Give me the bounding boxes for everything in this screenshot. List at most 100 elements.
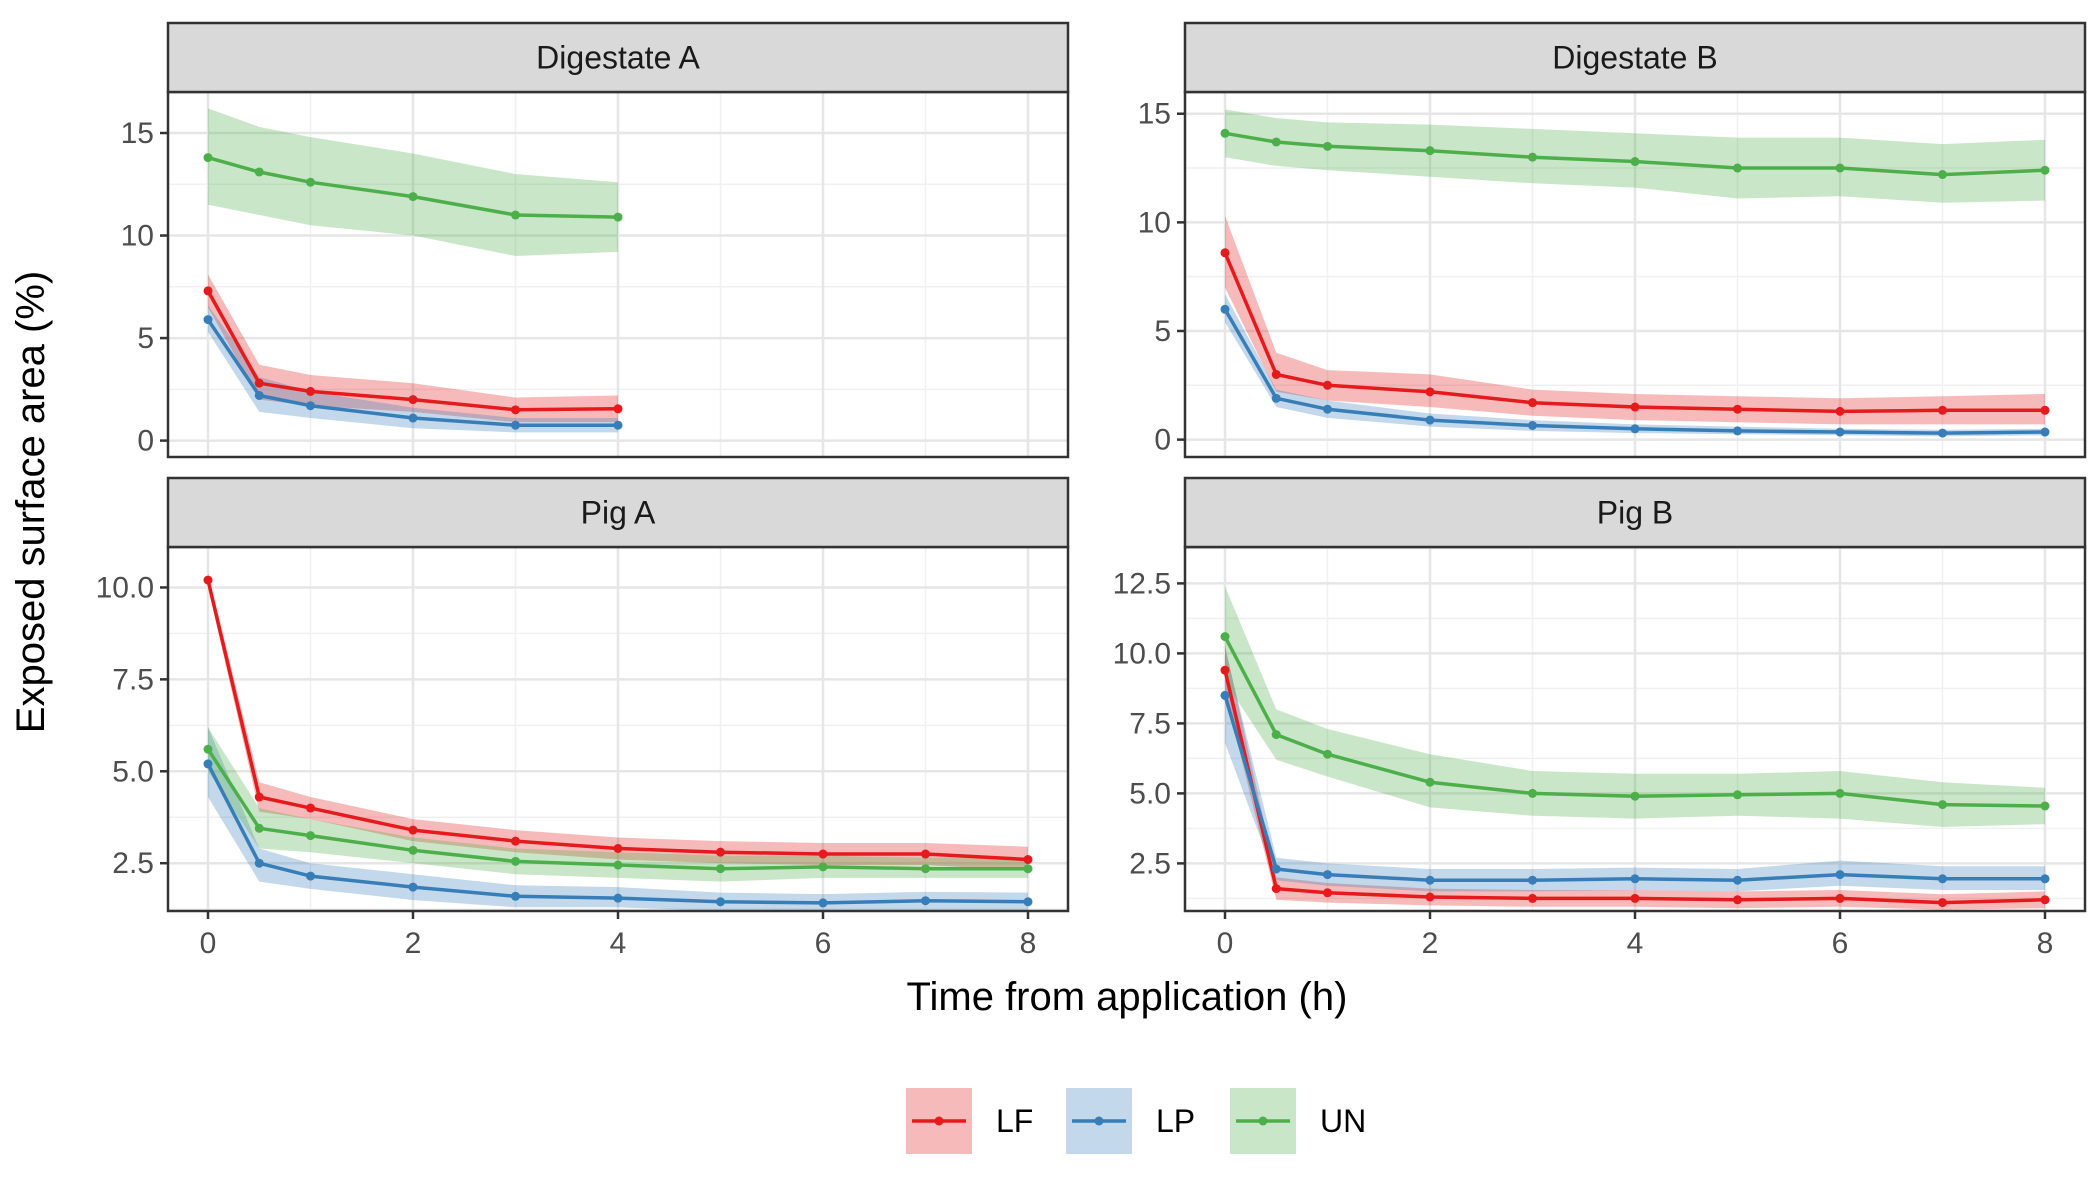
y-tick-label: 15 xyxy=(121,117,154,150)
y-tick-label: 2.5 xyxy=(1129,847,1171,880)
panel-pig-a: Pig A 2.5 5.0 7.5 10.0 0 2 4 6 8 xyxy=(96,476,1070,960)
data-point-lf xyxy=(1220,665,1230,675)
legend-item-lf: LF xyxy=(906,1088,1033,1154)
data-point-lf xyxy=(1220,248,1230,258)
data-point-lp xyxy=(2040,427,2050,437)
data-point-un xyxy=(921,864,930,874)
data-point-lp xyxy=(511,420,520,430)
y-tick-label: 7.5 xyxy=(1129,707,1171,740)
series-line-lp xyxy=(206,763,1029,905)
data-point-un xyxy=(1323,141,1332,151)
data-point-un xyxy=(1323,749,1332,759)
data-point-lf xyxy=(1323,380,1332,390)
ribbon-un xyxy=(208,727,1028,882)
panel-strip-title: Pig B xyxy=(1597,495,1673,531)
data-point-un xyxy=(1835,163,1845,173)
data-point-lp xyxy=(1938,874,1947,884)
data-point-lp xyxy=(1323,404,1332,414)
data-point-lf xyxy=(203,286,213,296)
data-point-lf xyxy=(2040,895,2050,905)
y-tick-label: 10.0 xyxy=(1113,637,1171,670)
series-line-un xyxy=(207,155,619,219)
panels: Digestate A 0 5 10 15 Digestate B 0 5 10 15 Pig A 2… xyxy=(96,21,2087,960)
data-point-lf xyxy=(254,378,264,388)
series-line-lf xyxy=(206,579,1029,862)
ribbon-lf xyxy=(208,274,618,423)
panel-digestate-a: Digestate A 0 5 10 15 xyxy=(121,21,1070,459)
data-point-un xyxy=(1733,790,1742,800)
legend-item-un: UN xyxy=(1230,1088,1366,1154)
data-point-un xyxy=(1938,800,1947,810)
data-point-lf xyxy=(408,395,418,405)
x-tick-label: 4 xyxy=(1627,927,1644,960)
data-point-lp xyxy=(1323,870,1332,880)
data-point-lf xyxy=(1630,402,1640,412)
y-tick-label: 7.5 xyxy=(112,663,154,696)
data-point-lp xyxy=(716,897,725,907)
data-point-lp xyxy=(1023,897,1033,907)
data-point-lp xyxy=(254,858,264,868)
ribbon-lp xyxy=(208,305,618,433)
panel-strip xyxy=(166,21,1070,94)
data-point-lf xyxy=(1938,898,1947,908)
legend-key-point xyxy=(934,1116,944,1126)
legend-label: LP xyxy=(1156,1103,1195,1139)
x-axis-title: Time from application (h) xyxy=(907,975,1348,1019)
y-tick-label: 10.0 xyxy=(96,571,154,604)
data-point-lp xyxy=(1630,424,1640,434)
data-point-lf xyxy=(613,404,623,414)
data-point-un xyxy=(1528,788,1537,798)
data-point-lp xyxy=(306,401,315,411)
data-point-un xyxy=(1271,730,1281,740)
panel-strip xyxy=(1183,21,2087,94)
x-tick-label: 8 xyxy=(2037,927,2054,960)
data-point-lp xyxy=(306,871,315,881)
series-line-lp xyxy=(1223,694,2045,882)
data-point-un xyxy=(254,167,264,177)
data-point-lp xyxy=(1271,393,1281,403)
series-line-un xyxy=(1224,131,2046,177)
data-point-lp xyxy=(1938,428,1947,438)
data-point-lf xyxy=(254,792,264,802)
data-point-lf xyxy=(511,405,520,415)
data-point-lf xyxy=(1938,405,1947,415)
data-point-lf xyxy=(716,847,725,857)
data-point-lp xyxy=(1733,426,1742,436)
data-point-lf xyxy=(306,803,315,813)
data-point-lp xyxy=(1220,304,1230,314)
x-tick-label: 6 xyxy=(815,927,832,960)
y-tick-label: 0 xyxy=(137,425,154,458)
data-point-un xyxy=(306,177,315,187)
y-tick-label: 5.0 xyxy=(112,755,154,788)
data-point-lp xyxy=(921,896,930,906)
data-point-lp xyxy=(1733,875,1742,885)
data-point-lp xyxy=(203,315,213,325)
data-point-un xyxy=(1630,791,1640,801)
legend-key-point xyxy=(1258,1116,1268,1126)
data-point-lf xyxy=(613,843,623,853)
data-point-lf xyxy=(1271,369,1281,379)
data-point-lp xyxy=(254,390,264,400)
data-point-un xyxy=(511,856,520,866)
data-point-lp xyxy=(1630,874,1640,884)
data-point-lp xyxy=(1528,875,1537,885)
data-point-un xyxy=(408,192,418,202)
ribbon-lf xyxy=(1225,215,2045,425)
data-point-un xyxy=(818,862,828,872)
data-point-lp xyxy=(613,420,623,430)
data-point-un xyxy=(1528,152,1537,162)
data-point-lf xyxy=(408,825,418,835)
y-tick-label: 10 xyxy=(1138,206,1171,239)
data-point-lf xyxy=(1835,893,1845,903)
ribbon-lp xyxy=(208,727,1028,912)
data-point-un xyxy=(203,153,213,163)
data-point-lf xyxy=(2040,405,2050,415)
data-point-lf xyxy=(203,575,213,585)
data-point-lf xyxy=(511,836,520,846)
ribbon-lf xyxy=(1225,645,2045,910)
data-point-lf xyxy=(1733,404,1742,414)
ribbon-lp xyxy=(1225,647,2045,892)
data-point-un xyxy=(1733,163,1742,173)
data-point-lf xyxy=(1835,406,1845,416)
